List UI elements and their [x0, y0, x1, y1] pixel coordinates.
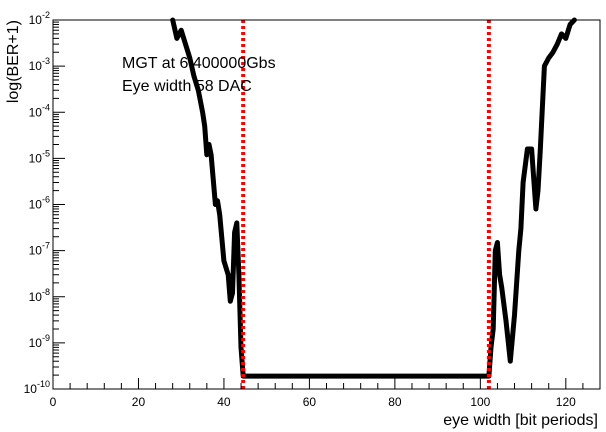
series-line-0	[170, 17, 577, 379]
y-tick-label: 10-10	[24, 379, 50, 396]
x-tick-label: 100	[470, 395, 490, 409]
y-tick-label: 10-4	[29, 102, 50, 119]
y-tick-label: 10-7	[29, 241, 50, 258]
y-tick-label: 10-5	[29, 148, 50, 165]
x-tick-label: 120	[556, 395, 576, 409]
x-tick-label: 0	[50, 395, 57, 409]
plot-border	[52, 19, 601, 390]
x-axis-title: eye width [bit periods]	[443, 412, 598, 429]
plot-frame	[52, 19, 601, 390]
x-tick-label: 60	[303, 395, 317, 409]
y-tick-label: 10-3	[29, 56, 50, 73]
x-tick-label: 40	[217, 395, 231, 409]
y-tick-label: 10-8	[29, 287, 50, 304]
annotation-eye-width: Eye width 58 DAC	[122, 78, 252, 95]
marker-layer	[241, 20, 491, 389]
y-tick-label: 10-6	[29, 195, 50, 212]
x-axis: 0 20 40 60 80 100 120	[50, 378, 601, 409]
y-tick-label: 10-9	[29, 333, 50, 350]
x-tick-label: 80	[388, 395, 402, 409]
y-tick-label: 10-2	[29, 10, 50, 27]
annotation-mgt-rate: MGT at 6.400000Gbs	[122, 55, 276, 72]
series-layer	[170, 17, 577, 379]
y-axis-title: log(BER+1)	[5, 20, 22, 103]
y-axis: 10-10 10-9 10-8 10-7 10-6 10-5 10-4 10-3 10-2	[24, 10, 65, 396]
x-tick-label: 20	[132, 395, 146, 409]
